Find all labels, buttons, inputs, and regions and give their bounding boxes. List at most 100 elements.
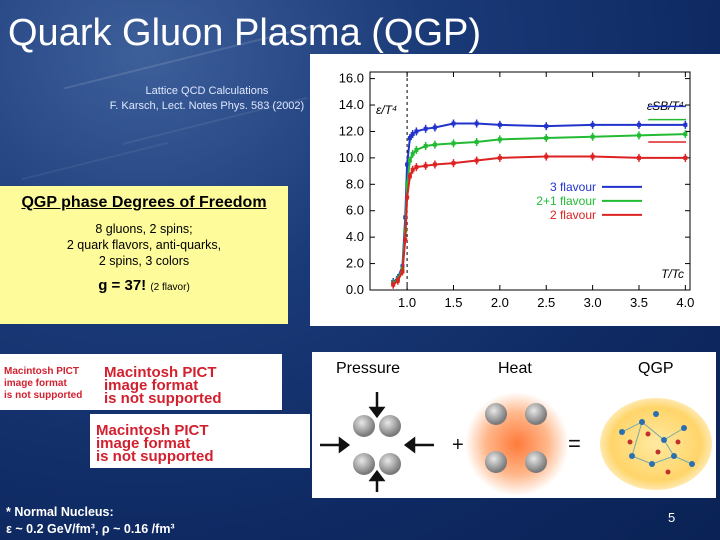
pict1-small-line-3: is not supported (4, 390, 83, 401)
dof-line-2: 2 quark flavors, anti-quarks, (66, 238, 222, 252)
data-point (410, 151, 415, 156)
x-tick-label: 1.5 (444, 295, 462, 310)
svg-text:=: = (568, 431, 581, 456)
data-point (590, 154, 595, 159)
x-tick-label: 3.0 (584, 295, 602, 310)
series-line-2 (392, 155, 686, 286)
data-point (683, 132, 688, 137)
data-point (423, 126, 428, 131)
reference-caption: Lattice QCD Calculations F. Karsch, Lect… (92, 84, 322, 114)
y-tick-label: 10.0 (339, 150, 364, 165)
data-point (497, 137, 502, 142)
diagram-svg: + = (320, 392, 712, 496)
y-tick-label: 12.0 (339, 123, 364, 138)
data-point (590, 122, 595, 127)
data-point (451, 141, 456, 146)
pict-placeholder-1: Macintosh PICT image format is not suppo… (0, 354, 282, 410)
dof-text: 8 gluons, 2 spins; 2 quark flavors, anti… (0, 221, 288, 269)
g-note: (2 flavor) (150, 282, 190, 293)
legend-label-1: 2+1 flavour (536, 194, 596, 208)
label-pressure: Pressure (336, 360, 401, 377)
x-axis-label: T/Tc (661, 267, 684, 281)
reference-line-1: Lattice QCD Calculations (145, 85, 269, 97)
x-tick-label: 4.0 (676, 295, 694, 310)
pict1-small-line-2: image format (4, 378, 67, 389)
data-point (403, 237, 408, 242)
y-tick-label: 8.0 (346, 176, 364, 191)
plot-frame (369, 71, 691, 291)
y-tick-label: 6.0 (346, 203, 364, 218)
data-point (432, 162, 437, 167)
y-tick-label: 16.0 (339, 71, 364, 86)
pressure-group (320, 392, 434, 492)
dof-heading: QGP phase Degrees of Freedom (21, 194, 267, 211)
data-point (544, 154, 549, 159)
g-value: g = 37! (98, 277, 147, 294)
dof-line-1: 8 gluons, 2 spins; (95, 222, 193, 236)
data-point (423, 163, 428, 168)
data-point (497, 122, 502, 127)
chart-svg: 0.0 2.0 4.0 6.0 8.0 10.0 12.0 14.0 16.0 1.0 1.5 2.0… (339, 71, 695, 310)
data-point (497, 155, 502, 160)
data-point (405, 182, 410, 187)
data-point (395, 278, 400, 283)
data-point (544, 136, 549, 141)
pict2-line-3: is not supported (96, 448, 214, 465)
x-tick-label: 1.0 (398, 295, 416, 310)
pressure-heat-qgp-diagram: Pressure Heat QGP (312, 352, 716, 498)
data-point (414, 147, 419, 152)
data-point (432, 142, 437, 147)
data-point (432, 125, 437, 130)
data-point (683, 155, 688, 160)
heat-group (465, 392, 569, 496)
data-point (451, 161, 456, 166)
slide-title: Quark Gluon Plasma (QGP) (8, 12, 482, 54)
data-point (423, 143, 428, 148)
data-point (391, 282, 396, 287)
data-point (410, 167, 415, 172)
data-point (407, 158, 412, 163)
data-point (410, 132, 415, 137)
legend-label-0: 3 flavour (550, 180, 596, 194)
dof-line-3: 2 spins, 3 colors (98, 254, 190, 268)
x-tick-label: 2.5 (537, 295, 555, 310)
normal-nucleus-note: * Normal Nucleus: ε ~ 0.2 GeV/fm³, ρ ~ 0… (6, 504, 175, 538)
pict1-large-line-2: image format (104, 377, 199, 394)
data-point (683, 122, 688, 127)
data-point (407, 174, 412, 179)
data-point (474, 158, 479, 163)
page-number: 5 (668, 510, 676, 525)
x-tick-label: 2.0 (491, 295, 509, 310)
pict-placeholder-2: Macintosh PICT image format is not suppo… (90, 414, 310, 468)
data-point (414, 165, 419, 170)
data-point (405, 162, 410, 167)
data-point (474, 121, 479, 126)
reference-line-2: F. Karsch, Lect. Notes Phys. 583 (2002) (109, 100, 305, 112)
data-point (636, 155, 641, 160)
pict2-line-2: image format (96, 435, 191, 452)
pict1-small-line-1: Macintosh PICT (4, 366, 80, 377)
data-point (400, 269, 405, 274)
degrees-of-freedom-box: QGP phase Degrees of Freedom 8 gluons, 2… (0, 186, 288, 324)
data-point (451, 121, 456, 126)
qgp-group (600, 398, 712, 490)
data-point (636, 122, 641, 127)
x-tick-label: 3.5 (630, 295, 648, 310)
y-tick-label: 14.0 (339, 97, 364, 112)
g-value-line: g = 37! (2 flavor) (0, 277, 288, 294)
nucleus-line-1: * Normal Nucleus: (6, 505, 114, 519)
lattice-qcd-chart: 0.0 2.0 4.0 6.0 8.0 10.0 12.0 14.0 16.0 1.0 1.5 2.0… (310, 54, 720, 326)
label-qgp: QGP (638, 360, 674, 377)
y-tick-label: 0.0 (346, 282, 364, 297)
data-point (590, 134, 595, 139)
data-point (474, 140, 479, 145)
svg-text:+: + (452, 434, 464, 456)
data-point (407, 136, 412, 141)
data-point (636, 133, 641, 138)
legend-label-2: 2 flavour (550, 208, 596, 222)
data-point (544, 124, 549, 129)
y-axis-label: ε/T⁴ (376, 103, 397, 117)
label-heat: Heat (498, 360, 532, 377)
pict2-line-1: Macintosh PICT (96, 422, 209, 439)
y-tick-label: 4.0 (346, 229, 364, 244)
